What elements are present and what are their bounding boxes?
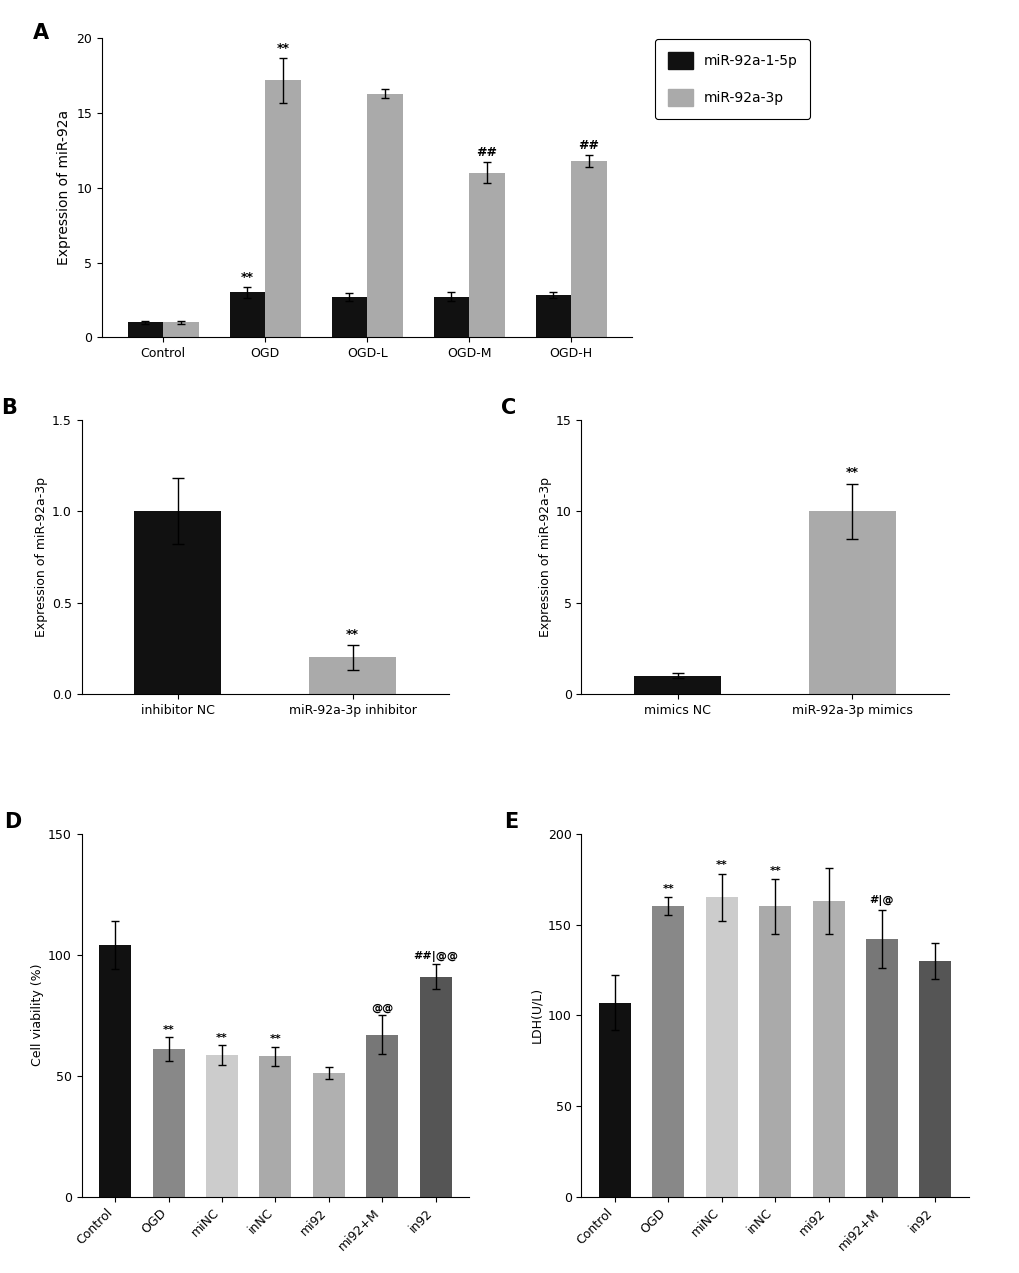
Text: **: ** [715, 861, 727, 871]
Legend: miR-92a-1-5p, miR-92a-3p: miR-92a-1-5p, miR-92a-3p [654, 39, 809, 118]
Bar [206, 1055, 237, 1197]
Bar [433, 297, 469, 337]
Bar [808, 512, 896, 694]
Bar [265, 80, 301, 337]
Y-axis label: Expression of miR-92a: Expression of miR-92a [57, 111, 70, 265]
Bar [367, 93, 403, 337]
Bar [419, 976, 451, 1197]
Text: ##: ## [476, 146, 497, 159]
Text: **: ** [163, 1025, 174, 1035]
Y-axis label: Expression of miR-92a-3p: Expression of miR-92a-3p [35, 477, 48, 636]
Bar [812, 901, 844, 1197]
Bar [313, 1073, 344, 1197]
Text: **: ** [768, 866, 781, 876]
Bar [758, 906, 791, 1197]
Text: E: E [503, 812, 518, 833]
Text: ##|@@: ##|@@ [413, 951, 458, 962]
Bar [598, 1003, 631, 1197]
Text: **: ** [240, 271, 254, 284]
Bar [163, 322, 199, 337]
Y-axis label: LDH(U/L): LDH(U/L) [530, 987, 543, 1044]
Bar [153, 1049, 184, 1197]
Text: **: ** [845, 466, 858, 480]
Y-axis label: Cell viability (%): Cell viability (%) [31, 964, 44, 1067]
Bar [469, 173, 504, 337]
Text: #|@: #|@ [869, 895, 894, 906]
Bar [127, 322, 163, 337]
Text: ##: ## [578, 139, 599, 151]
Y-axis label: Expression of miR-92a-3p: Expression of miR-92a-3p [538, 477, 551, 636]
Bar [705, 897, 737, 1197]
Bar [865, 939, 897, 1197]
Text: @@: @@ [371, 1003, 393, 1013]
Bar [652, 906, 684, 1197]
Bar [99, 945, 131, 1197]
Bar [918, 961, 951, 1197]
Text: **: ** [216, 1032, 227, 1043]
Bar [535, 295, 571, 337]
Text: B: B [1, 398, 16, 419]
Bar [309, 657, 396, 694]
Text: **: ** [269, 1034, 281, 1044]
Text: C: C [500, 398, 516, 419]
Bar [571, 160, 606, 337]
Text: D: D [4, 812, 21, 833]
Text: A: A [33, 23, 49, 43]
Bar [366, 1035, 397, 1197]
Text: **: ** [345, 628, 359, 640]
Bar [633, 676, 720, 694]
Text: **: ** [662, 883, 674, 894]
Bar [229, 293, 265, 337]
Bar [331, 297, 367, 337]
Bar [259, 1057, 291, 1197]
Text: **: ** [276, 42, 289, 55]
Bar [133, 512, 221, 694]
